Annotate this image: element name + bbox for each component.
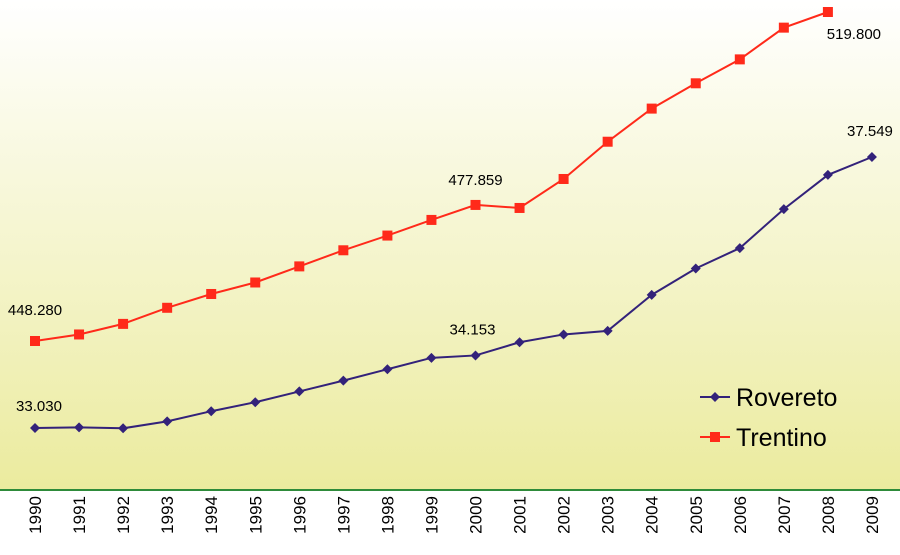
data-point <box>426 214 437 225</box>
data-point <box>822 7 833 17</box>
data-point <box>514 202 525 213</box>
data-point <box>558 329 569 340</box>
data-point <box>294 386 305 397</box>
data-point <box>206 406 217 417</box>
series-layer <box>30 7 877 434</box>
data-point <box>382 364 393 375</box>
series-line-rovereto <box>34 156 873 430</box>
x-tick-label: 2008 <box>819 496 838 534</box>
data-point <box>602 325 613 336</box>
data-point <box>30 336 40 346</box>
data-point <box>250 277 261 288</box>
legend: Rovereto Trentino <box>700 384 837 452</box>
x-tick-label: 1996 <box>290 496 309 534</box>
data-point <box>74 329 85 340</box>
data-point <box>734 54 745 65</box>
data-point <box>470 199 481 210</box>
data-point <box>74 422 85 433</box>
data-point <box>778 22 789 33</box>
x-tick-label: 2005 <box>687 496 706 534</box>
x-tick-label: 1991 <box>70 496 89 534</box>
legend-label: Trentino <box>736 424 827 452</box>
data-point <box>778 204 789 215</box>
data-point <box>646 103 657 114</box>
data-point <box>118 318 129 329</box>
data-point <box>690 263 701 274</box>
x-tick-label: 1999 <box>422 496 441 534</box>
data-label: 477.859 <box>448 172 502 189</box>
x-tick-label: 1994 <box>202 496 221 534</box>
x-tick-label: 2009 <box>863 496 882 534</box>
data-point <box>822 169 833 180</box>
data-label: 34.153 <box>450 321 496 338</box>
legend-label: Rovereto <box>736 384 837 412</box>
x-tick-label: 2007 <box>775 496 794 534</box>
data-point <box>118 423 129 434</box>
x-tick-label: 1997 <box>334 496 353 534</box>
x-tick-label: 1992 <box>114 496 133 534</box>
data-label: 37.549 <box>847 123 893 140</box>
x-tick-label: 2000 <box>467 496 486 534</box>
data-point <box>162 302 173 313</box>
data-label: 519.800 <box>827 26 881 43</box>
x-tick-label: 2002 <box>555 496 574 534</box>
data-label: 33.030 <box>16 398 62 415</box>
x-tick-label: 2001 <box>511 496 530 534</box>
data-point <box>250 397 261 408</box>
x-tick-label: 1998 <box>378 496 397 534</box>
data-point <box>602 136 613 147</box>
data-point <box>338 245 349 256</box>
data-point <box>514 337 525 348</box>
legend-marker <box>710 392 720 402</box>
x-tick-label: 2004 <box>643 496 662 534</box>
x-tick-label: 2003 <box>599 496 618 534</box>
x-tick-label: 2006 <box>731 496 750 534</box>
annotation-layer: 448.280 477.859 519.800 33.030 34.153 37.549 <box>8 26 893 415</box>
data-point <box>30 423 40 433</box>
data-point <box>206 288 217 299</box>
data-point <box>338 375 349 386</box>
data-point <box>162 416 173 427</box>
legend-marker <box>710 432 720 442</box>
x-tick-label: 1990 <box>26 496 45 534</box>
x-tick-label: 1993 <box>158 496 177 534</box>
x-tick-label: 1995 <box>246 496 265 534</box>
data-point <box>690 78 701 89</box>
data-point <box>294 261 305 272</box>
data-point <box>734 243 745 254</box>
data-point <box>646 289 657 300</box>
data-point <box>426 352 437 363</box>
plot-background <box>0 0 900 490</box>
x-axis-ticks: 1990 1991 1992 1993 1994 1995 1996 1997 1998 1999… <box>26 496 882 534</box>
data-label: 448.280 <box>8 302 62 319</box>
data-point <box>382 230 393 241</box>
data-point <box>558 173 569 184</box>
data-point <box>866 152 877 162</box>
data-point <box>470 350 481 361</box>
